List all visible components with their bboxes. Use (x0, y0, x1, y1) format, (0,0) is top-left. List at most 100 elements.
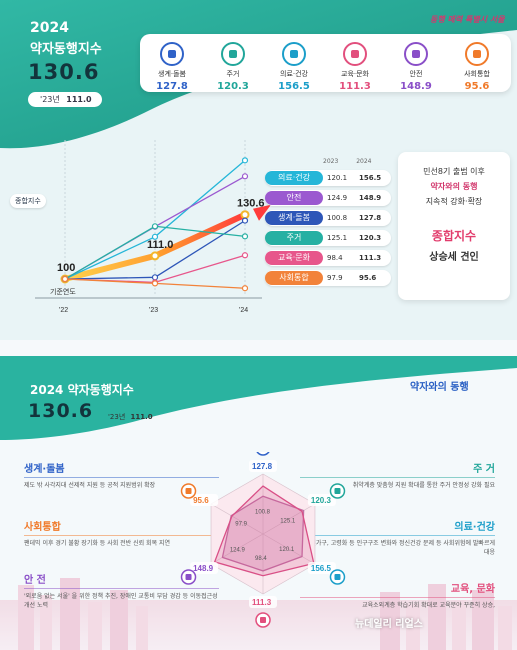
policy-description: 제도 밖 사각지대 선제적 지원 등 공적 지원범위 확장 (24, 482, 156, 489)
overall-point (240, 210, 250, 220)
line-chart: 100 111.0 130.6 '22 '23 '24 기준연도 (35, 140, 271, 314)
overall-label: 종합지수 (10, 194, 46, 208)
data-point (241, 217, 249, 224)
value-2023: 98.4 (327, 254, 343, 262)
value-2024: 120.3 (359, 234, 382, 242)
radar-axis (262, 533, 316, 565)
callout-line2: 약자와의 동행 (430, 182, 478, 191)
row-category: 사회통합 (265, 271, 323, 285)
policy-rule (24, 535, 219, 536)
callout-highlight: 종합지수 (431, 229, 477, 243)
kpi-item: 의료·건강 156.5 (264, 42, 324, 92)
radar-2024-value: 95.6 (193, 496, 209, 505)
overall-point-label: 111.0 (147, 239, 173, 251)
book-icon (343, 42, 367, 66)
kpi-label: 생계·돌봄 (158, 70, 186, 78)
value-2023: 100.8 (327, 214, 348, 222)
value-2024: 111.3 (359, 254, 382, 262)
policy-heading: 주 거 (473, 464, 495, 475)
row-category: 주거 (265, 231, 323, 245)
radar-2024-value: 111.3 (252, 598, 272, 607)
radar-axis (210, 533, 264, 565)
kpi-item: 교육·문화 111.3 (325, 42, 385, 92)
table-row: 의료·건강 120.1 156.5 (265, 170, 391, 186)
icon-glyph (334, 574, 341, 580)
hands-icon (160, 42, 184, 66)
kpi-card: 생계·돌봄 127.8 주거 120.3 의료·건강 156.5 교육·문화 111.3 안전 1… (140, 34, 511, 92)
row-category: 생계·돌봄 (265, 211, 323, 225)
policy-block: 교육, 문화 교육소외계층 학습기회 확대로 교육분야 꾸준히 상승, (300, 580, 495, 610)
x-tick-label: '23 (149, 307, 158, 314)
data-point (151, 223, 159, 230)
radar-value-bg (190, 494, 219, 506)
value-2023: 97.9 (327, 274, 343, 282)
radar-value-bg (307, 562, 336, 574)
row-category: 안전 (265, 191, 323, 205)
value-table: 2023 2024 의료·건강 120.1 156.5 안전 124.9 148.9 생계·… (265, 158, 395, 298)
x-tick-label: '22 (59, 307, 68, 314)
overall-point-label: 100 (57, 262, 75, 274)
x-axis-label: 기준연도 (50, 287, 76, 296)
icon-glyph (260, 617, 266, 623)
callout-line1: 민선8기 출범 이후 (423, 167, 485, 176)
overall-point (150, 251, 160, 261)
radar-2023-value: 120.1 (279, 547, 295, 553)
policy-block: 의료·건강 1인가구, 고령화 등 인구구조 변화와 정신건강 문제 등 사회위험… (300, 518, 495, 557)
data-point (151, 233, 159, 240)
radar-series-2023 (221, 495, 305, 572)
panel1-score: 130.6 (28, 60, 100, 84)
policy-heading: 안 전 (24, 575, 46, 586)
house-icon (221, 42, 245, 66)
table-row: 안전 124.9 148.9 (265, 190, 391, 206)
panel2-prev: '23년 111.0 (108, 412, 153, 422)
overall-point-label: 130.6 (237, 198, 265, 210)
panel2-score: 130.6 (28, 400, 94, 422)
kpi-item: 생계·돌봄 127.8 (142, 42, 202, 92)
value-2023: 120.1 (327, 174, 348, 182)
policy-heading: 의료·건강 (454, 522, 495, 533)
table-row: 교육·문화 98.4 111.3 (265, 250, 391, 266)
policy-description: 취약계층 맞춤형 지원 확대를 통한 주거 안정성 강화 필요 (352, 482, 495, 489)
data-point (151, 280, 159, 287)
row-category: 의료·건강 (265, 171, 323, 185)
row-category: 교육·문화 (265, 251, 323, 265)
callout-card: 민선8기 출범 이후 약자와의 동행 지속적 강화·확장 종합지수 상승세 견인 (398, 152, 510, 300)
policy-description: '외로움 없는 서울' 을 위한 정책 추진, 장애인 교통비 부담 경감 등 … (24, 593, 218, 609)
header-2024: 2024 (356, 158, 372, 165)
arrow-head (253, 204, 271, 221)
data-point (241, 157, 249, 164)
panel1-title: 약자동행지수 (30, 42, 102, 57)
icon-glyph (185, 488, 192, 494)
kpi-label: 교육·문화 (341, 70, 369, 78)
radar-2024-value: 156.5 (311, 564, 332, 573)
table-row: 주거 125.1 120.3 (265, 230, 391, 246)
panel1-year: 2024 (30, 20, 69, 36)
data-point (61, 275, 69, 283)
kpi-item: 주거 120.3 (203, 42, 263, 92)
data-point (241, 173, 249, 180)
table-row: 사회통합 97.9 95.6 (265, 270, 391, 286)
kpi-label: 주거 (226, 70, 240, 78)
x-tick-label: '24 (239, 307, 248, 314)
radar-2023-value: 100.8 (255, 510, 271, 516)
callout-line3: 지속적 강화·확장 (425, 197, 483, 206)
table-row: 생계·돌봄 100.8 127.8 (265, 210, 391, 226)
value-2024: 95.6 (359, 274, 377, 282)
policy-rule (300, 477, 495, 478)
policy-rule (300, 597, 495, 598)
kpi-value: 148.9 (400, 81, 432, 92)
people-icon (465, 42, 489, 66)
prev-year-label: '23년 (40, 95, 60, 104)
radar-value-bg (190, 562, 219, 574)
radar-2023-value: 124.9 (230, 548, 246, 554)
health-icon (282, 42, 306, 66)
kpi-item: 안전 148.9 (386, 42, 446, 92)
icon-glyph (185, 574, 192, 580)
radar-2024-value: 120.3 (311, 496, 332, 505)
radar-2023-value: 98.4 (255, 556, 267, 562)
policy-block: 생계·돌봄 제도 밖 사각지대 선제적 지원 등 공적 지원범위 확장 (24, 460, 219, 490)
value-2024: 127.8 (359, 214, 382, 222)
radar-value-bg (249, 596, 277, 608)
hands-icon (256, 452, 270, 456)
panel2-prev-label: '23년 (108, 413, 126, 421)
